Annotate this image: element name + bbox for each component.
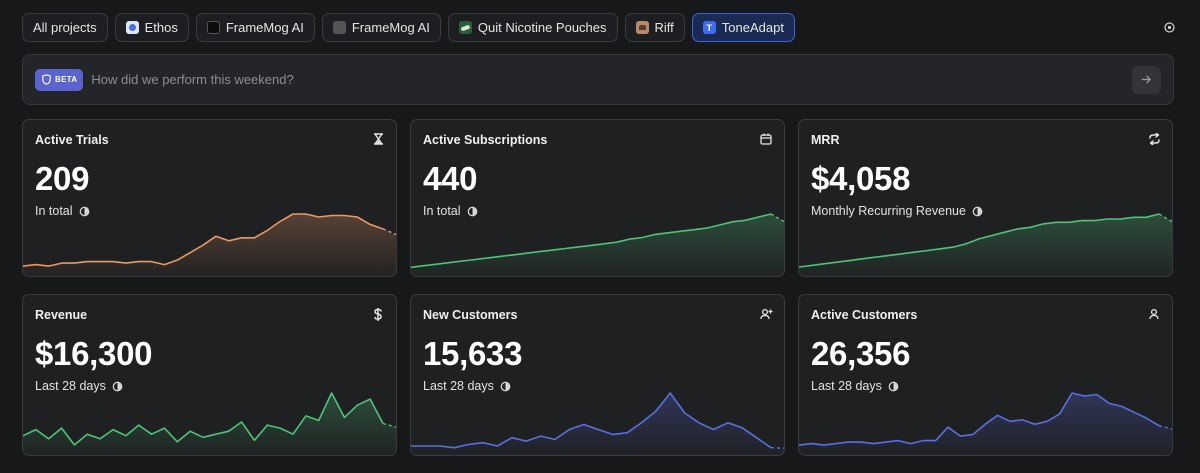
ask-ai-bar: BETA bbox=[22, 54, 1174, 105]
repeat-arrows-icon bbox=[1147, 132, 1161, 146]
sparkline-chart bbox=[799, 392, 1172, 455]
card-subtitle: Last 28 days bbox=[35, 379, 123, 393]
card-title: Active Customers bbox=[811, 308, 918, 322]
sparkline-projection bbox=[770, 213, 784, 223]
sparkline-line bbox=[799, 213, 1160, 268]
beta-badge: BETA bbox=[35, 68, 84, 91]
framemog-app-icon bbox=[206, 21, 220, 34]
sparkline-projection bbox=[1158, 213, 1172, 223]
card-active-customers[interactable]: Active Customers 26,356 Last 28 days bbox=[798, 294, 1173, 456]
sparkline-area bbox=[411, 393, 784, 455]
sparkline-area bbox=[799, 214, 1172, 276]
info-icon[interactable] bbox=[112, 381, 123, 392]
arrow-right-icon bbox=[1141, 75, 1151, 84]
shield-icon bbox=[42, 74, 51, 85]
user-icon bbox=[1147, 307, 1161, 321]
card-title: MRR bbox=[811, 133, 840, 147]
card-new-customers[interactable]: New Customers 15,633 Last 28 days bbox=[410, 294, 785, 456]
sparkline-area bbox=[23, 214, 396, 276]
card-title: New Customers bbox=[423, 308, 518, 322]
card-value: 26,356 bbox=[811, 335, 911, 372]
tab-quit-nicotine-pouches[interactable]: Quit Nicotine Pouches bbox=[447, 13, 618, 42]
card-subtitle: In total bbox=[423, 204, 478, 218]
card-active-subscriptions[interactable]: Active Subscriptions 440 In total bbox=[410, 119, 785, 277]
card-subtitle-text: Last 28 days bbox=[811, 379, 882, 393]
info-icon[interactable] bbox=[972, 206, 983, 217]
sparkline-chart bbox=[411, 213, 784, 276]
riff-app-icon bbox=[635, 21, 649, 34]
card-subtitle: Last 28 days bbox=[811, 379, 899, 393]
hourglass-icon bbox=[371, 132, 385, 146]
tab-toneadapt[interactable]: T ToneAdapt bbox=[691, 13, 795, 42]
card-value: $16,300 bbox=[35, 335, 153, 372]
info-icon[interactable] bbox=[467, 206, 478, 217]
card-value: 440 bbox=[423, 160, 478, 197]
ask-input[interactable] bbox=[91, 72, 1132, 87]
card-subtitle-text: Monthly Recurring Revenue bbox=[811, 204, 966, 218]
card-subtitle: In total bbox=[35, 204, 90, 218]
card-title: Active Subscriptions bbox=[423, 133, 548, 147]
tab-all-projects[interactable]: All projects bbox=[22, 13, 108, 42]
dollar-icon bbox=[371, 307, 385, 321]
beta-badge-label: BETA bbox=[55, 75, 78, 84]
card-subtitle: Last 28 days bbox=[423, 379, 511, 393]
tab-framemog-ai-2[interactable]: FrameMog AI bbox=[321, 13, 441, 42]
card-title: Active Trials bbox=[35, 133, 109, 147]
sparkline-chart bbox=[23, 213, 396, 276]
calendar-icon bbox=[759, 132, 773, 146]
tab-label: FrameMog AI bbox=[225, 20, 304, 35]
card-subtitle: Monthly Recurring Revenue bbox=[811, 204, 983, 218]
sparkline-projection bbox=[382, 422, 396, 428]
card-active-trials[interactable]: Active Trials 209 In total bbox=[22, 119, 397, 277]
card-title: Revenue bbox=[35, 308, 88, 322]
ethos-app-icon bbox=[125, 21, 139, 34]
card-mrr[interactable]: MRR $4,058 Monthly Recurring Revenue bbox=[798, 119, 1173, 277]
card-value: $4,058 bbox=[811, 160, 911, 197]
send-button[interactable] bbox=[1132, 65, 1161, 94]
user-plus-icon bbox=[759, 307, 773, 321]
card-value: 15,633 bbox=[423, 335, 523, 372]
tab-framemog-ai[interactable]: FrameMog AI bbox=[195, 13, 315, 42]
sparkline-line bbox=[411, 213, 772, 269]
card-subtitle-text: In total bbox=[35, 204, 73, 218]
tab-label: Riff bbox=[654, 20, 674, 35]
card-revenue[interactable]: Revenue $16,300 Last 28 days bbox=[22, 294, 397, 456]
sparkline-chart bbox=[23, 392, 396, 455]
sparkline-area bbox=[23, 393, 396, 455]
sparkline-line bbox=[23, 213, 384, 267]
sparkline-line bbox=[23, 392, 384, 446]
sparkline-chart bbox=[411, 392, 784, 455]
sparkline-projection bbox=[382, 228, 396, 236]
tab-label: FrameMog AI bbox=[351, 20, 430, 35]
project-tabs: All projects Ethos FrameMog AI FrameMog … bbox=[22, 13, 1178, 42]
card-value: 209 bbox=[35, 160, 90, 197]
sparkline-chart bbox=[799, 213, 1172, 276]
tab-riff[interactable]: Riff bbox=[624, 13, 685, 42]
card-subtitle-text: Last 28 days bbox=[35, 379, 106, 393]
tab-label: ToneAdapt bbox=[721, 20, 784, 35]
card-subtitle-text: In total bbox=[423, 204, 461, 218]
tab-label: Quit Nicotine Pouches bbox=[477, 20, 607, 35]
card-subtitle-text: Last 28 days bbox=[423, 379, 494, 393]
sparkline-projection bbox=[770, 447, 784, 449]
tab-label: Ethos bbox=[144, 20, 178, 35]
settings-gear-icon[interactable] bbox=[1161, 19, 1178, 36]
sparkline-line bbox=[799, 392, 1160, 446]
info-icon[interactable] bbox=[888, 381, 899, 392]
info-icon[interactable] bbox=[500, 381, 511, 392]
tab-label: All projects bbox=[33, 20, 97, 35]
info-icon[interactable] bbox=[79, 206, 90, 217]
sparkline-line bbox=[411, 392, 772, 449]
toneadapt-app-icon: T bbox=[702, 21, 716, 34]
framemog-fa-app-icon bbox=[332, 21, 346, 34]
quit-nicotine-app-icon bbox=[458, 21, 472, 34]
sparkline-projection bbox=[1158, 425, 1172, 430]
tab-ethos[interactable]: Ethos bbox=[114, 13, 189, 42]
